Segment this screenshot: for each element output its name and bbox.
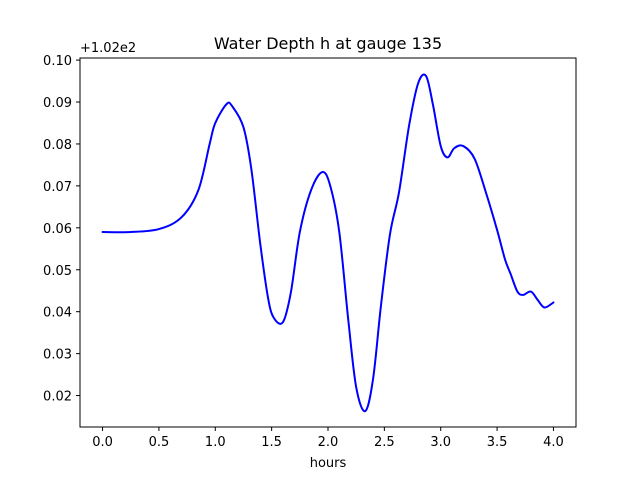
y-tick-label: 0.03 xyxy=(43,348,72,363)
x-tick-label: 4.0 xyxy=(543,435,564,450)
x-tick-label: 0.0 xyxy=(92,435,113,450)
y-tick-label: 0.06 xyxy=(43,222,72,237)
x-tick-label: 1.0 xyxy=(205,435,226,450)
chart-title: Water Depth h at gauge 135 xyxy=(214,34,442,53)
x-tick-label: 3.5 xyxy=(487,435,508,450)
y-tick-label: 0.04 xyxy=(43,306,72,321)
y-offset-label: +1.02e2 xyxy=(80,41,136,56)
x-tick-label: 1.5 xyxy=(261,435,282,450)
y-axis: 0.02 0.03 0.04 0.05 0.06 0.07 0.08 0.09 0.10 xyxy=(43,54,80,405)
y-tick-label: 0.10 xyxy=(43,54,72,69)
y-tick-label: 0.05 xyxy=(43,264,72,279)
y-tick-label: 0.02 xyxy=(43,390,72,405)
x-axis: 0.0 0.5 1.0 1.5 2.0 2.5 3.0 3.5 4.0 xyxy=(92,427,564,450)
y-tick-label: 0.07 xyxy=(43,180,72,195)
y-tick-label: 0.08 xyxy=(43,138,72,153)
x-axis-label: hours xyxy=(310,456,347,471)
x-tick-label: 3.0 xyxy=(430,435,451,450)
x-tick-label: 2.0 xyxy=(318,435,339,450)
y-tick-label: 0.09 xyxy=(43,96,72,111)
x-tick-label: 2.5 xyxy=(374,435,395,450)
series-line xyxy=(101,73,555,413)
x-tick-label: 0.5 xyxy=(149,435,170,450)
